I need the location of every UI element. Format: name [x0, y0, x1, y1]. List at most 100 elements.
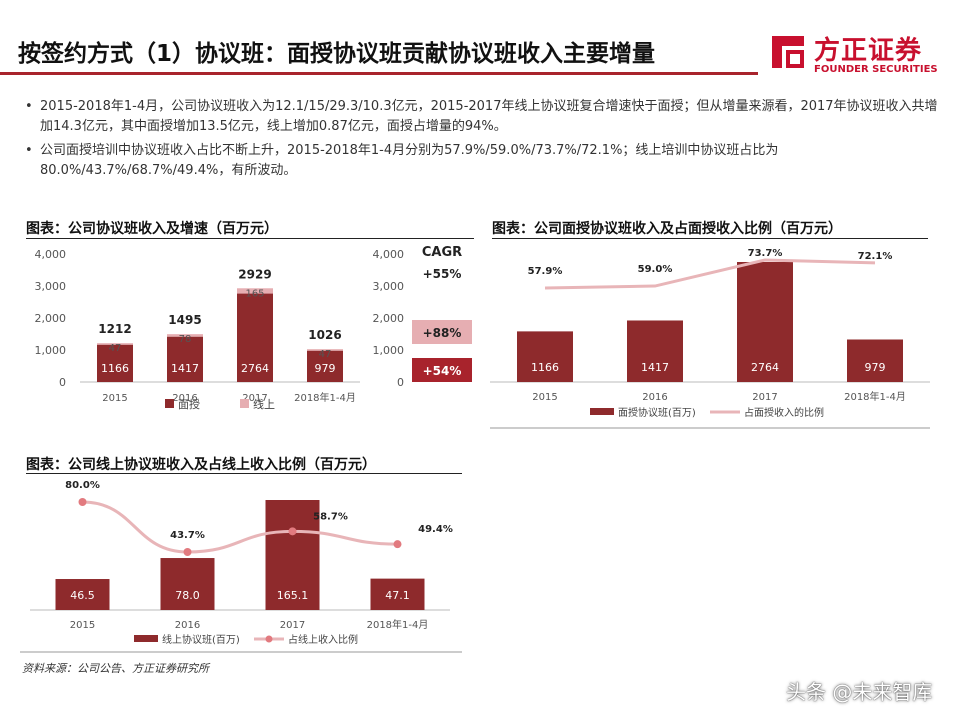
watermark: 头条 @未来智库 [786, 680, 933, 704]
cagr-online: +88% [423, 326, 462, 340]
ratio-marker [183, 548, 192, 556]
chart3-svg: 46.5 2015 78.0 2016 165.1 2017 47.1 2018年1-4月 80… [20, 480, 462, 653]
bar-face-to-face [167, 336, 203, 382]
bar-total-label: 1495 [168, 313, 201, 327]
legend-label: 面授 [178, 397, 200, 411]
x-tick-label: 2017 [752, 392, 777, 403]
bar-value-label: 979 [315, 362, 336, 375]
bar-value-label: 165 [245, 288, 264, 299]
bar-online [97, 343, 133, 345]
chart1-svg: 0 0 1,000 1,000 2,000 2,000 3,000 3,000 4,000 4,0… [35, 245, 472, 411]
bar-value-label: 1166 [531, 361, 559, 374]
chart1-title-rule [26, 238, 474, 239]
bar-face-to-face [97, 344, 133, 382]
ratio-label: 73.7% [748, 248, 783, 259]
legend-label: 线上协议班(百万) [162, 633, 240, 646]
y-tick-label: 0 [59, 376, 66, 389]
y2-tick-label: 3,000 [373, 280, 405, 293]
ratio-line [544, 258, 876, 290]
legend-swatch [134, 635, 158, 642]
y2-tick-label: 2,000 [373, 312, 405, 325]
cagr-total: +55% [423, 267, 462, 281]
legend-swatch [240, 399, 249, 408]
legend-label: 面授协议班(百万) [618, 406, 696, 419]
x-tick-label: 2017 [242, 393, 267, 404]
company-logo: 方正证券 FOUNDER SECURITIES [768, 28, 948, 84]
bar-value-label: 165.1 [277, 589, 309, 602]
cagr-header: CAGR [422, 245, 462, 260]
bar-value-label: 47.1 [385, 589, 410, 602]
y-tick-label: 3,000 [35, 280, 67, 293]
bar-value-label: 78 [179, 334, 192, 345]
ratio-marker [393, 540, 402, 549]
x-tick-label: 2016 [175, 620, 200, 631]
bullet-item: 2015-2018年1-4月，公司协议班收入为12.1/15/29.3/10.3… [22, 97, 942, 137]
x-tick-label: 2018年1-4月 [367, 618, 429, 631]
bar [55, 579, 110, 610]
y2-tick-label: 0 [397, 376, 404, 389]
logo-text-cn: 方正证券 [814, 36, 923, 66]
bar-online [307, 349, 343, 351]
chart3-title-rule [26, 473, 462, 474]
bar-online [167, 334, 203, 337]
bar [627, 320, 683, 382]
title-rule [0, 72, 758, 75]
ratio-marker [78, 498, 87, 506]
bar-total-label: 2929 [238, 267, 271, 281]
bar-total-label: 1026 [308, 328, 341, 342]
x-tick-label: 2018年1-4月 [294, 391, 356, 404]
bar-value-label: 47 [319, 349, 332, 360]
bar-value-label: 2764 [241, 362, 269, 375]
source-note: 资料来源：公司公告、方正证券研究所 [22, 662, 209, 675]
y-tick-label: 4,000 [35, 248, 67, 261]
ratio-label: 59.0% [638, 264, 673, 275]
bar [517, 331, 573, 382]
bar-face-to-face [237, 293, 273, 382]
cagr-online-box [412, 320, 472, 344]
y-tick-label: 2,000 [35, 312, 67, 325]
y2-tick-label: 4,000 [373, 248, 405, 261]
legend-swatch [165, 399, 174, 408]
bar [265, 500, 320, 610]
x-tick-label: 2015 [70, 620, 95, 631]
bar [847, 339, 903, 382]
bar-value-label: 1166 [101, 362, 129, 375]
legend-label: 线上 [253, 397, 275, 411]
y-tick-label: 1,000 [35, 344, 67, 357]
x-tick-label: 2015 [102, 393, 127, 404]
bar-value-label: 1417 [641, 361, 669, 374]
cagr-face: +54% [423, 364, 462, 378]
ratio-label: 80.0% [65, 480, 100, 491]
ratio-label: 49.4% [418, 524, 453, 535]
chart2-title: 图表：公司面授协议班收入及占面授收入比例（百万元） [492, 221, 842, 237]
bar-total-label: 1212 [98, 322, 131, 336]
bar [370, 578, 425, 610]
bar-online [237, 288, 273, 294]
bar-value-label: 1417 [171, 362, 199, 375]
x-tick-label: 2017 [280, 620, 305, 631]
bar-value-label: 78.0 [175, 589, 200, 602]
x-tick-label: 2015 [532, 392, 557, 403]
chart2-svg: 1166 2015 1417 2016 2764 2017 979 2018年1-4月 57.9… [490, 248, 930, 429]
legend-label: 占线上收入比例 [288, 633, 358, 646]
legend-marker [265, 635, 273, 643]
founder-logo-icon [772, 36, 804, 68]
bullet-list: 2015-2018年1-4月，公司协议班收入为12.1/15/29.3/10.3… [22, 97, 942, 185]
y2-tick-label: 1,000 [373, 344, 405, 357]
bar [160, 558, 215, 610]
ratio-label: 58.7% [313, 511, 348, 522]
x-tick-label: 2016 [642, 392, 667, 403]
chart2-title-rule [492, 238, 928, 239]
bar-value-label: 2764 [751, 361, 779, 374]
bar-face-to-face [307, 350, 343, 382]
bar-value-label: 46.5 [70, 589, 95, 602]
chart3-title: 图表：公司线上协议班收入及占线上收入比例（百万元） [26, 457, 376, 473]
ratio-label: 43.7% [170, 530, 205, 541]
x-tick-label: 2018年1-4月 [844, 390, 906, 403]
legend-swatch [590, 408, 614, 415]
bar [737, 262, 793, 382]
bar-value-label: 47 [109, 343, 122, 354]
bullet-item: 公司面授培训中协议班收入占比不断上升，2015-2018年1-4月分别为57.9… [22, 141, 942, 181]
ratio-label: 72.1% [858, 251, 893, 262]
legend-label: 占面授收入的比例 [744, 406, 824, 419]
